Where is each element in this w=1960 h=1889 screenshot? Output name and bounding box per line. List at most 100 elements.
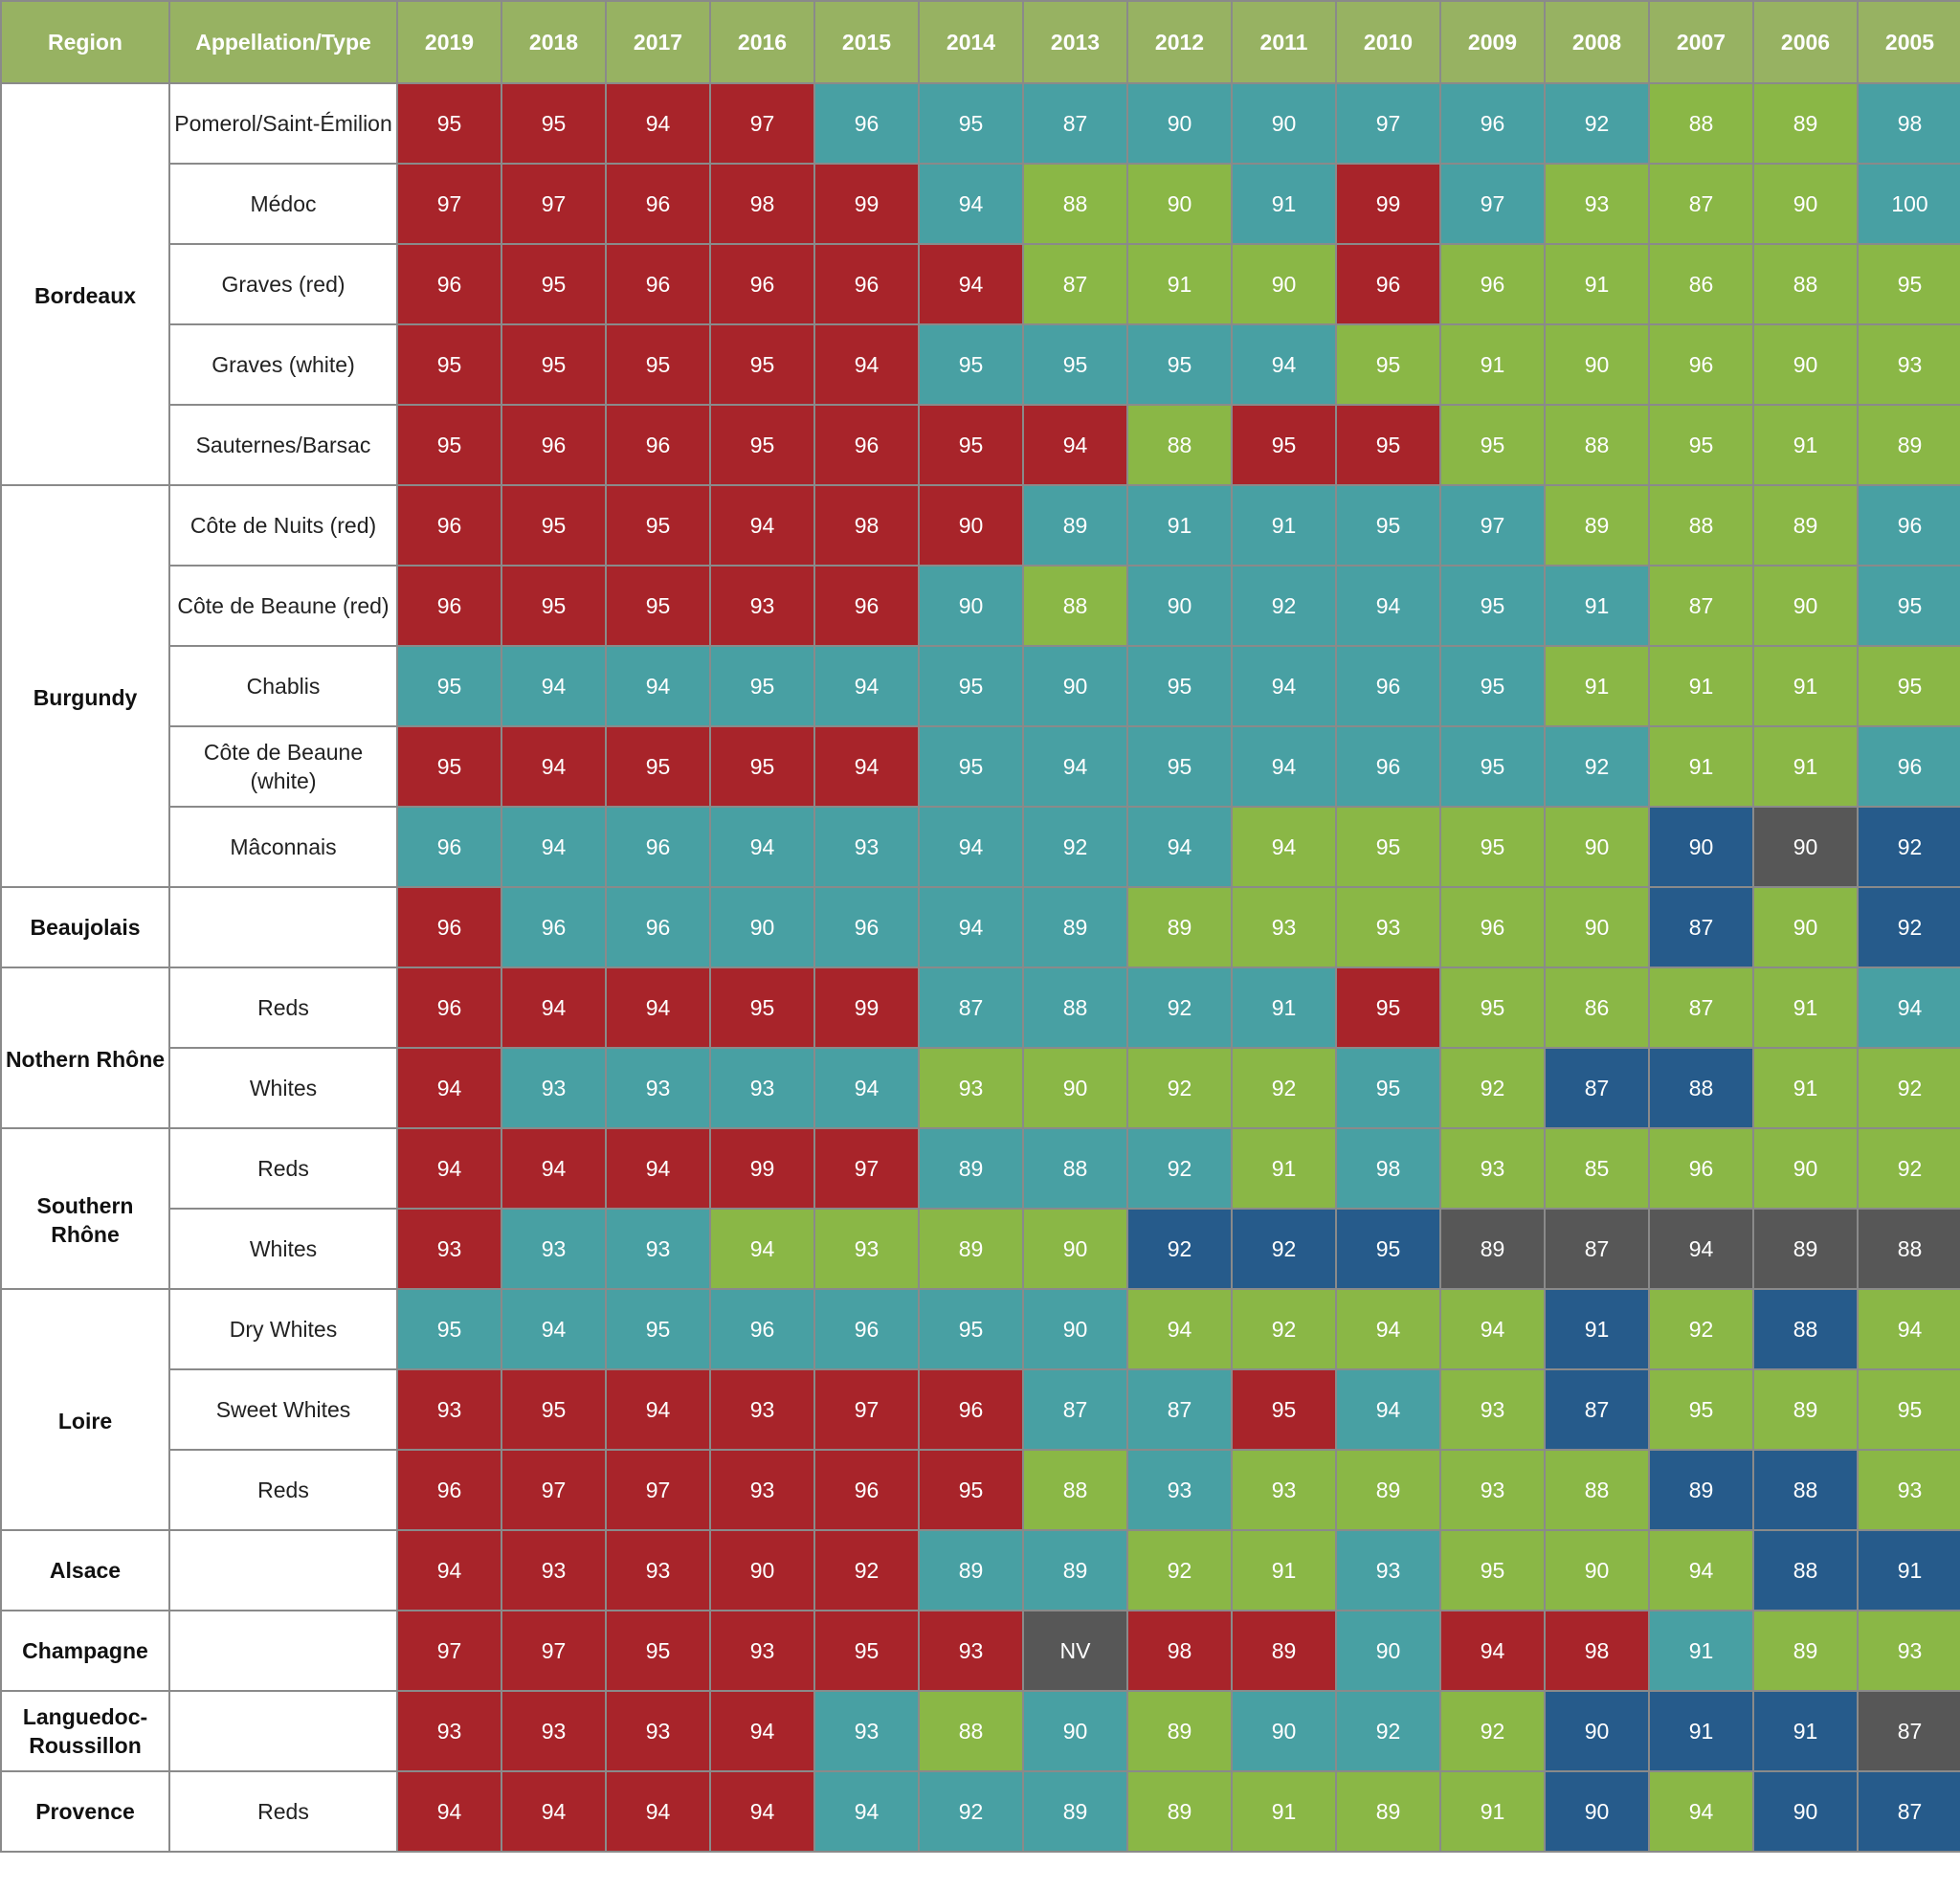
appellation-cell: Graves (white) — [168, 323, 398, 406]
score-cell: 86 — [1648, 243, 1754, 325]
score-cell: 96 — [501, 886, 607, 968]
score-cell: 90 — [1648, 806, 1754, 888]
header-year-2005: 2005 — [1857, 0, 1960, 84]
score-cell: 88 — [1544, 404, 1650, 486]
score-cell: 96 — [605, 806, 711, 888]
score-cell: 94 — [1857, 1288, 1960, 1370]
score-cell: 96 — [1439, 243, 1546, 325]
table-row: Bordeaux Pomerol/Saint-Émilion 95 95 94 97 96 9… — [0, 82, 1960, 486]
table-row: Côte de Beaune (white) 95 94 95 95 94 95 94 95 94… — [1, 725, 1960, 808]
score-cell: 96 — [709, 1288, 815, 1370]
score-cell: 95 — [1335, 1208, 1441, 1290]
score-cell: 93 — [918, 1047, 1024, 1129]
score-cell: 97 — [1439, 484, 1546, 567]
appellation-cell — [168, 1690, 398, 1772]
table-row: Sauternes/Barsac 95 96 96 95 96 95 94 88 95 95 95 88… — [1, 404, 1960, 486]
score-cell: 90 — [1544, 886, 1650, 968]
score-cell: 94 — [709, 1208, 815, 1290]
score-cell: 99 — [1335, 163, 1441, 245]
appellation-cell — [168, 1529, 398, 1611]
score-cell: 96 — [1335, 645, 1441, 727]
score-cell: 95 — [709, 725, 815, 808]
score-cell: 94 — [1231, 645, 1337, 727]
score-cell: 89 — [1752, 484, 1859, 567]
score-cell: 89 — [1335, 1449, 1441, 1531]
score-cell: 90 — [1126, 163, 1233, 245]
score-cell: 93 — [396, 1690, 502, 1772]
score-cell: 94 — [396, 1529, 502, 1611]
score-cell: 96 — [605, 163, 711, 245]
score-cell: 94 — [605, 1127, 711, 1210]
score-cell: 97 — [1335, 82, 1441, 165]
score-cell: 98 — [1126, 1610, 1233, 1692]
score-cell: 89 — [1231, 1610, 1337, 1692]
score-cell: 93 — [396, 1368, 502, 1451]
score-cell: 98 — [1335, 1127, 1441, 1210]
score-cell: 96 — [396, 484, 502, 567]
score-cell: 87 — [1648, 967, 1754, 1049]
region-label: Burgundy — [33, 685, 138, 710]
score-cell: 95 — [918, 725, 1024, 808]
score-cell: 89 — [918, 1208, 1024, 1290]
score-cell: 96 — [1648, 323, 1754, 406]
score-cell: 95 — [396, 404, 502, 486]
score-cell: 95 — [501, 565, 607, 647]
score-cell: 89 — [1126, 1770, 1233, 1853]
table-row: Graves (red) 96 95 96 96 96 94 87 91 90 96 96 91 86 88… — [1, 243, 1960, 325]
score-cell: 94 — [709, 806, 815, 888]
score-cell: 91 — [1544, 243, 1650, 325]
header-year-2013: 2013 — [1022, 0, 1128, 84]
score-cell: 89 — [1752, 1610, 1859, 1692]
score-cell: 94 — [1648, 1208, 1754, 1290]
score-cell: 93 — [709, 565, 815, 647]
score-cell: 94 — [1126, 806, 1233, 888]
score-cell: 96 — [396, 806, 502, 888]
score-cell: 94 — [1335, 565, 1441, 647]
score-cell: 92 — [1231, 1047, 1337, 1129]
header-row: Region Appellation/Type 2019 2018 2017 2016… — [0, 0, 1960, 84]
score-cell: 96 — [1439, 886, 1546, 968]
score-cell: 94 — [918, 886, 1024, 968]
score-cell: 90 — [1752, 323, 1859, 406]
header-appellation: Appellation/Type — [168, 0, 398, 84]
score-cell: 91 — [1126, 243, 1233, 325]
score-cell: 96 — [813, 404, 920, 486]
score-cell: 92 — [1857, 1127, 1960, 1210]
score-cell: 92 — [1126, 1529, 1233, 1611]
score-cell: 90 — [1126, 565, 1233, 647]
header-year-2011: 2011 — [1231, 0, 1337, 84]
score-cell: 93 — [1857, 1610, 1960, 1692]
score-cell: 97 — [396, 1610, 502, 1692]
score-cell: 90 — [1022, 1208, 1128, 1290]
score-cell: 94 — [605, 1368, 711, 1451]
score-cell: 94 — [396, 1127, 502, 1210]
table-row: Graves (white) 95 95 95 95 94 95 95 95 94 95 91 90 96… — [1, 323, 1960, 406]
score-cell: 91 — [1752, 404, 1859, 486]
score-cell: 93 — [501, 1047, 607, 1129]
score-cell: 88 — [1752, 1449, 1859, 1531]
region-cell: Bordeaux — [0, 82, 170, 486]
score-cell: 87 — [1544, 1208, 1650, 1290]
score-cell: 95 — [501, 82, 607, 165]
score-cell: 91 — [1648, 1690, 1754, 1772]
score-cell: 91 — [1544, 1288, 1650, 1370]
score-cell: 88 — [1752, 1529, 1859, 1611]
score-cell: 94 — [1857, 967, 1960, 1049]
score-cell: 95 — [813, 1610, 920, 1692]
score-cell: 96 — [396, 886, 502, 968]
score-cell: 92 — [1857, 806, 1960, 888]
score-cell: 91 — [1752, 967, 1859, 1049]
score-cell: 89 — [1752, 1368, 1859, 1451]
score-cell: 95 — [1335, 323, 1441, 406]
score-cell: 92 — [813, 1529, 920, 1611]
score-cell: 91 — [1544, 565, 1650, 647]
score-cell: 92 — [1231, 565, 1337, 647]
score-cell: 91 — [1231, 484, 1337, 567]
score-cell: 88 — [1544, 1449, 1650, 1531]
score-cell: 94 — [813, 1770, 920, 1853]
score-cell: 95 — [1648, 404, 1754, 486]
score-cell: 89 — [1439, 1208, 1546, 1290]
score-cell: 93 — [605, 1529, 711, 1611]
score-cell: 90 — [709, 1529, 815, 1611]
score-cell: 97 — [813, 1368, 920, 1451]
